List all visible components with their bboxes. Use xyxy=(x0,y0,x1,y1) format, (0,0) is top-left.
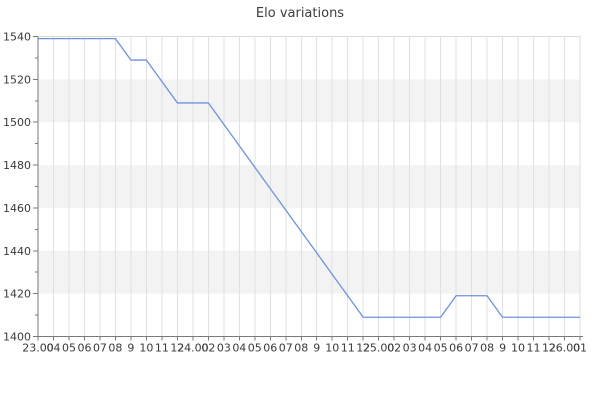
x-tick-label: 07 xyxy=(279,342,293,355)
x-tick-label: 10 xyxy=(139,342,153,355)
y-tick-label: 1520 xyxy=(3,73,31,86)
plot-frame xyxy=(38,36,581,337)
x-tick-label: 04 xyxy=(418,342,432,355)
axis-lines xyxy=(37,36,583,337)
x-tick-label: 10 xyxy=(511,342,525,355)
x-tick-label: 04 xyxy=(46,342,60,355)
y-tick-label: 1500 xyxy=(3,116,31,129)
x-tick-label: 24.00 xyxy=(177,342,209,355)
alternating-bands xyxy=(38,79,580,294)
y-tick-label: 1420 xyxy=(3,288,31,301)
x-tick-label: 23.00 xyxy=(22,342,54,355)
x-tick-label: 12 xyxy=(170,342,184,355)
x-tick-label: 12 xyxy=(356,342,370,355)
x-tick-label: 05 xyxy=(62,342,76,355)
x-tick-label: 06 xyxy=(263,342,277,355)
vertical-gridlines xyxy=(37,36,581,337)
x-tick-label: 04 xyxy=(232,342,246,355)
y-tick-label: 1460 xyxy=(3,202,31,215)
x-tick-label: 25.00 xyxy=(363,342,395,355)
x-tick-label: 06 xyxy=(77,342,91,355)
x-tick-label: 05 xyxy=(248,342,262,355)
y-tick-label: 1480 xyxy=(3,159,31,172)
x-tick-label: 9 xyxy=(499,342,506,355)
y-tick-label: 1400 xyxy=(3,331,31,344)
y-tick-label: 1540 xyxy=(3,31,31,44)
x-tick-label: 11 xyxy=(527,342,541,355)
x-tick-label: 08 xyxy=(480,342,494,355)
x-tick-label: 07 xyxy=(465,342,479,355)
x-tick-label: 08 xyxy=(294,342,308,355)
x-tick-label: 02 xyxy=(387,342,401,355)
y-tick-label: 1440 xyxy=(3,245,31,258)
x-tick-label: 06 xyxy=(449,342,463,355)
x-tick-label: 11 xyxy=(155,342,169,355)
x-tick-label: 9 xyxy=(127,342,134,355)
x-tick-label: 9 xyxy=(313,342,320,355)
x-tick-label: 10 xyxy=(325,342,339,355)
x-tick-label: 07 xyxy=(93,342,107,355)
x-tick-label: 11 xyxy=(341,342,355,355)
x-tick-label: 26.00 xyxy=(549,342,581,355)
x-tick-label: 03 xyxy=(217,342,231,355)
y-axis: 1400 1420 1440 1460 1480 1500 1520 1540 xyxy=(3,31,38,344)
x-tick-label: 03 xyxy=(403,342,417,355)
x-tick-label: 01 xyxy=(573,342,587,355)
elo-line xyxy=(38,37,580,318)
x-tick-label: 08 xyxy=(108,342,122,355)
x-tick-label: 02 xyxy=(201,342,215,355)
x-tick-label: 12 xyxy=(542,342,556,355)
chart-title: Elo variations xyxy=(255,6,345,21)
x-tick-label: 05 xyxy=(434,342,448,355)
